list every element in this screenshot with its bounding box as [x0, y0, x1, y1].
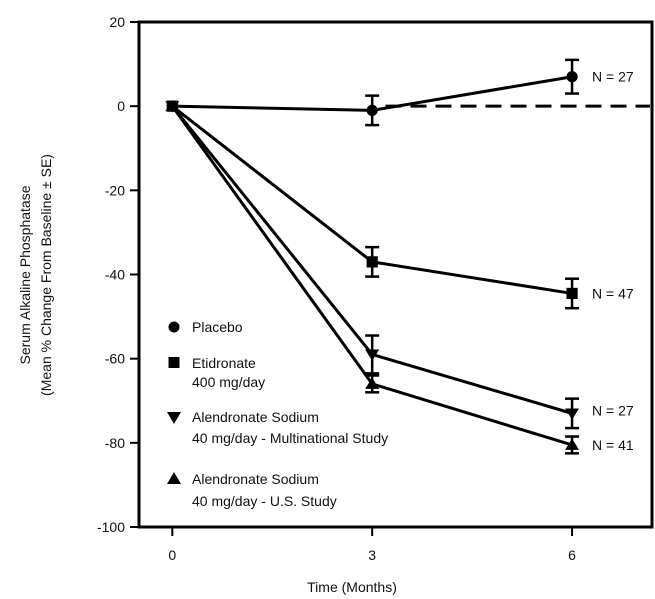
legend-marker-alendronate-multinational	[167, 412, 181, 424]
grid-and-axes	[137, 20, 654, 529]
y-tick-label: -100	[97, 519, 125, 535]
x-tick-label: 0	[168, 547, 176, 563]
y-tick-label: 0	[117, 98, 125, 114]
legend: Placebo Etidronate 400 mg/day Alendronat…	[167, 319, 388, 509]
x-axis-ticks: 0 3 6	[168, 527, 576, 563]
y-axis-title-line1: Serum Alkaline Phosphatase	[17, 185, 33, 364]
y-tick-label: 20	[109, 14, 125, 30]
end-labels: N = 27 N = 47 N = 27 N = 41	[592, 69, 634, 453]
plot-frame	[137, 20, 654, 529]
series-1	[166, 100, 580, 310]
data-point-circle	[566, 71, 578, 83]
data-point-square	[566, 287, 578, 300]
series-2	[165, 101, 580, 430]
n-label: N = 27	[592, 402, 634, 418]
legend-marker-etidronate	[168, 357, 180, 368]
series-0	[166, 58, 580, 127]
y-axis-ticks: 20 0 -20 -40 -60 -80 -100	[97, 14, 139, 535]
legend-label-alendronate-multinational: Alendronate Sodium	[192, 409, 319, 425]
series-3	[165, 99, 580, 455]
n-label: N = 27	[592, 69, 634, 85]
data-point-triangle-down	[365, 349, 380, 361]
n-label: N = 41	[592, 437, 634, 453]
x-axis-title: Time (Months)	[307, 579, 397, 595]
y-axis-title: Serum Alkaline Phosphatase (Mean % Chang…	[17, 154, 54, 396]
x-tick-label: 6	[568, 547, 576, 563]
data-point-triangle-down	[565, 408, 580, 420]
legend-label-alendronate-us-dose: 40 mg/day - U.S. Study	[192, 493, 337, 509]
legend-label-alendronate-us: Alendronate Sodium	[192, 471, 319, 487]
legend-label-etidronate-dose: 400 mg/day	[192, 374, 265, 390]
y-tick-label: -60	[105, 351, 125, 367]
data-point-triangle-up	[165, 99, 180, 112]
series-layer	[165, 58, 580, 455]
y-tick-label: -20	[105, 182, 125, 198]
data-point-triangle-up	[565, 438, 580, 450]
legend-label-alendronate-multinational-dose: 40 mg/day - Multinational Study	[192, 430, 388, 446]
y-tick-label: -80	[105, 435, 125, 451]
legend-label-placebo: Placebo	[192, 319, 243, 335]
n-label: N = 47	[592, 285, 634, 301]
x-tick-label: 3	[368, 547, 376, 563]
data-point-circle	[366, 104, 378, 116]
legend-label-etidronate: Etidronate	[192, 355, 256, 371]
data-point-triangle-up	[365, 377, 380, 389]
y-axis-title-line2: (Mean % Change From Baseline ± SE)	[38, 154, 54, 396]
data-point-square	[366, 256, 378, 268]
y-tick-label: -40	[105, 267, 125, 283]
legend-marker-placebo	[168, 321, 180, 333]
legend-marker-alendronate-us	[167, 472, 181, 484]
